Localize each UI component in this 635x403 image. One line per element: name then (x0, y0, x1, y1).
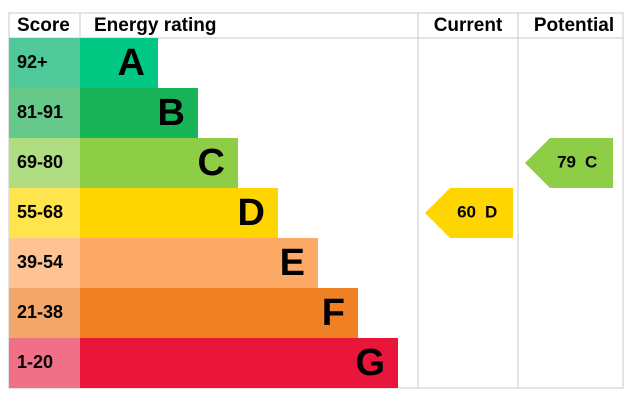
score-cell (9, 338, 80, 388)
score-cell (9, 138, 80, 188)
score-label: 81-91 (17, 102, 63, 122)
score-label: 69-80 (17, 152, 63, 172)
rating-bar (80, 288, 358, 338)
header-rating: Energy rating (94, 15, 216, 36)
rating-letter: A (118, 42, 145, 84)
score-label: 55-68 (17, 202, 63, 222)
potential-value: 79 (557, 152, 576, 171)
score-label: 39-54 (17, 252, 63, 272)
header-potential: Potential (534, 15, 614, 36)
rating-letter: F (322, 292, 345, 334)
header-current: Current (434, 15, 503, 36)
rating-bar (80, 238, 318, 288)
score-cell (9, 38, 80, 88)
rating-bar (80, 338, 398, 388)
current-arrow (425, 188, 513, 238)
current-letter: D (485, 202, 497, 221)
current-value: 60 (457, 202, 476, 221)
score-label: 21-38 (17, 302, 63, 322)
score-cell (9, 88, 80, 138)
score-cell (9, 288, 80, 338)
rating-letter: D (238, 192, 265, 234)
rating-letter: G (355, 342, 385, 384)
header-score: Score (17, 15, 70, 36)
rating-bar (80, 38, 158, 88)
rating-letter: C (198, 142, 225, 184)
score-cell (9, 188, 80, 238)
rating-bar (80, 138, 238, 188)
score-label: 92+ (17, 52, 48, 72)
potential-letter: C (585, 152, 597, 171)
rating-bar (80, 188, 278, 238)
rating-bar (80, 88, 198, 138)
score-label: 1-20 (17, 352, 53, 372)
rating-letter: B (158, 92, 185, 134)
score-cell (9, 238, 80, 288)
rating-letter: E (280, 242, 305, 284)
potential-arrow (525, 138, 613, 188)
